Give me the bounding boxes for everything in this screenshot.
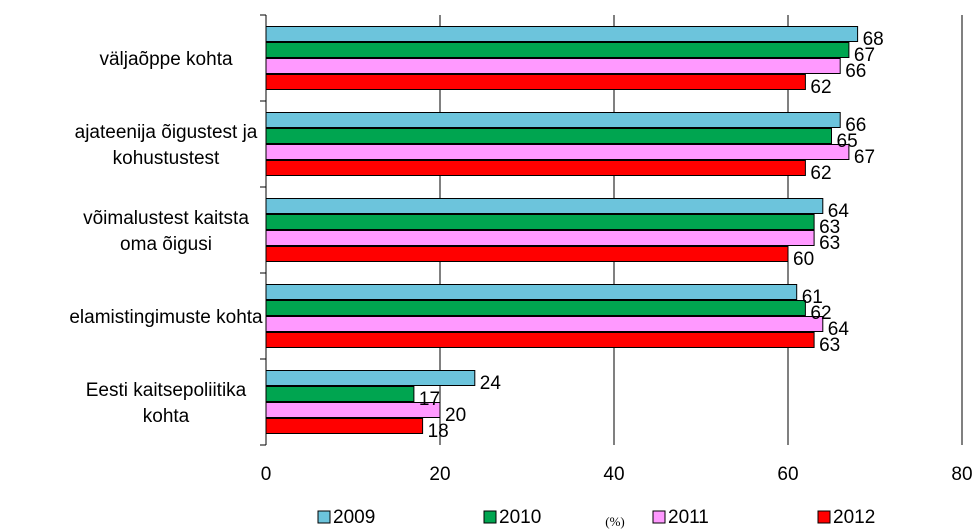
bar-2010 xyxy=(265,128,832,144)
bars xyxy=(265,26,859,434)
legend-label: 2009 xyxy=(333,507,375,528)
category-label: võimalustest kaitsta xyxy=(83,208,249,229)
bar-2009 xyxy=(265,112,841,128)
bar-2012 xyxy=(265,160,806,176)
legend-swatch-2010 xyxy=(483,510,497,524)
category-labels: väljaõppe kohta ajateenija õigustest ja ko… xyxy=(69,49,263,427)
data-label: 62 xyxy=(810,303,831,324)
data-label: 63 xyxy=(819,335,840,356)
category-label: elamistingimuste kohta xyxy=(69,307,263,328)
x-tick-label: 60 xyxy=(777,464,798,485)
data-label: 63 xyxy=(819,233,840,254)
data-label: 67 xyxy=(854,45,875,66)
data-label: 68 xyxy=(863,29,884,50)
category-label: Eesti kaitsepoliitika xyxy=(86,380,247,401)
data-label: 66 xyxy=(845,115,866,136)
bar-2011 xyxy=(265,144,850,160)
bar-2009 xyxy=(265,26,859,42)
x-tick-label: 80 xyxy=(951,464,972,485)
data-label: 61 xyxy=(802,287,823,308)
legend-label: 2011 xyxy=(668,507,709,528)
x-axis-unit-label: (%) xyxy=(605,514,625,529)
bar-2011 xyxy=(265,230,815,246)
data-label: 20 xyxy=(445,405,466,426)
bar-2011 xyxy=(265,316,824,332)
data-label: 60 xyxy=(793,249,814,270)
bar-2012 xyxy=(265,246,789,262)
bar-2010 xyxy=(265,214,815,230)
bar-2011 xyxy=(265,402,441,418)
data-label: 66 xyxy=(845,61,866,82)
legend-label: 2010 xyxy=(499,507,541,528)
bar-2009 xyxy=(265,198,824,214)
data-label: 18 xyxy=(428,421,449,442)
category-label: ajateenija õigustest ja xyxy=(75,122,258,143)
category-label: kohustustest xyxy=(113,148,220,169)
bar-2010 xyxy=(265,386,415,402)
category-label: oma õigusi xyxy=(120,234,212,255)
bar-2009 xyxy=(265,370,476,386)
legend-swatch-2012 xyxy=(817,510,831,524)
bar-2009 xyxy=(265,284,798,300)
category-label: kohta xyxy=(143,406,190,427)
bar-2012 xyxy=(265,74,806,90)
data-label: 62 xyxy=(810,77,831,98)
bar-2011 xyxy=(265,58,841,74)
data-label: 65 xyxy=(837,131,858,152)
bar-2010 xyxy=(265,42,850,58)
data-label: 24 xyxy=(480,373,502,394)
bar-2010 xyxy=(265,300,806,316)
x-tick-label: 20 xyxy=(429,464,450,485)
data-label: 63 xyxy=(819,217,840,238)
x-tick-label: 0 xyxy=(261,464,272,485)
data-label: 17 xyxy=(419,389,440,410)
legend-label: 2012 xyxy=(833,507,875,528)
data-label: 62 xyxy=(810,163,831,184)
legend-swatch-2009 xyxy=(317,510,331,524)
category-label: väljaõppe kohta xyxy=(99,49,233,70)
data-label: 64 xyxy=(828,319,850,340)
axes xyxy=(260,14,267,446)
legend: 2009 2010 2011 2012 xyxy=(317,507,875,528)
data-label: 67 xyxy=(854,147,875,168)
legend-swatch-2011 xyxy=(652,510,666,524)
x-tick-label: 40 xyxy=(603,464,624,485)
x-tick-labels: 0 20 40 60 80 xyxy=(261,464,973,485)
bar-2012 xyxy=(265,332,815,348)
data-label: 64 xyxy=(828,201,850,222)
bar-2012 xyxy=(265,418,424,434)
